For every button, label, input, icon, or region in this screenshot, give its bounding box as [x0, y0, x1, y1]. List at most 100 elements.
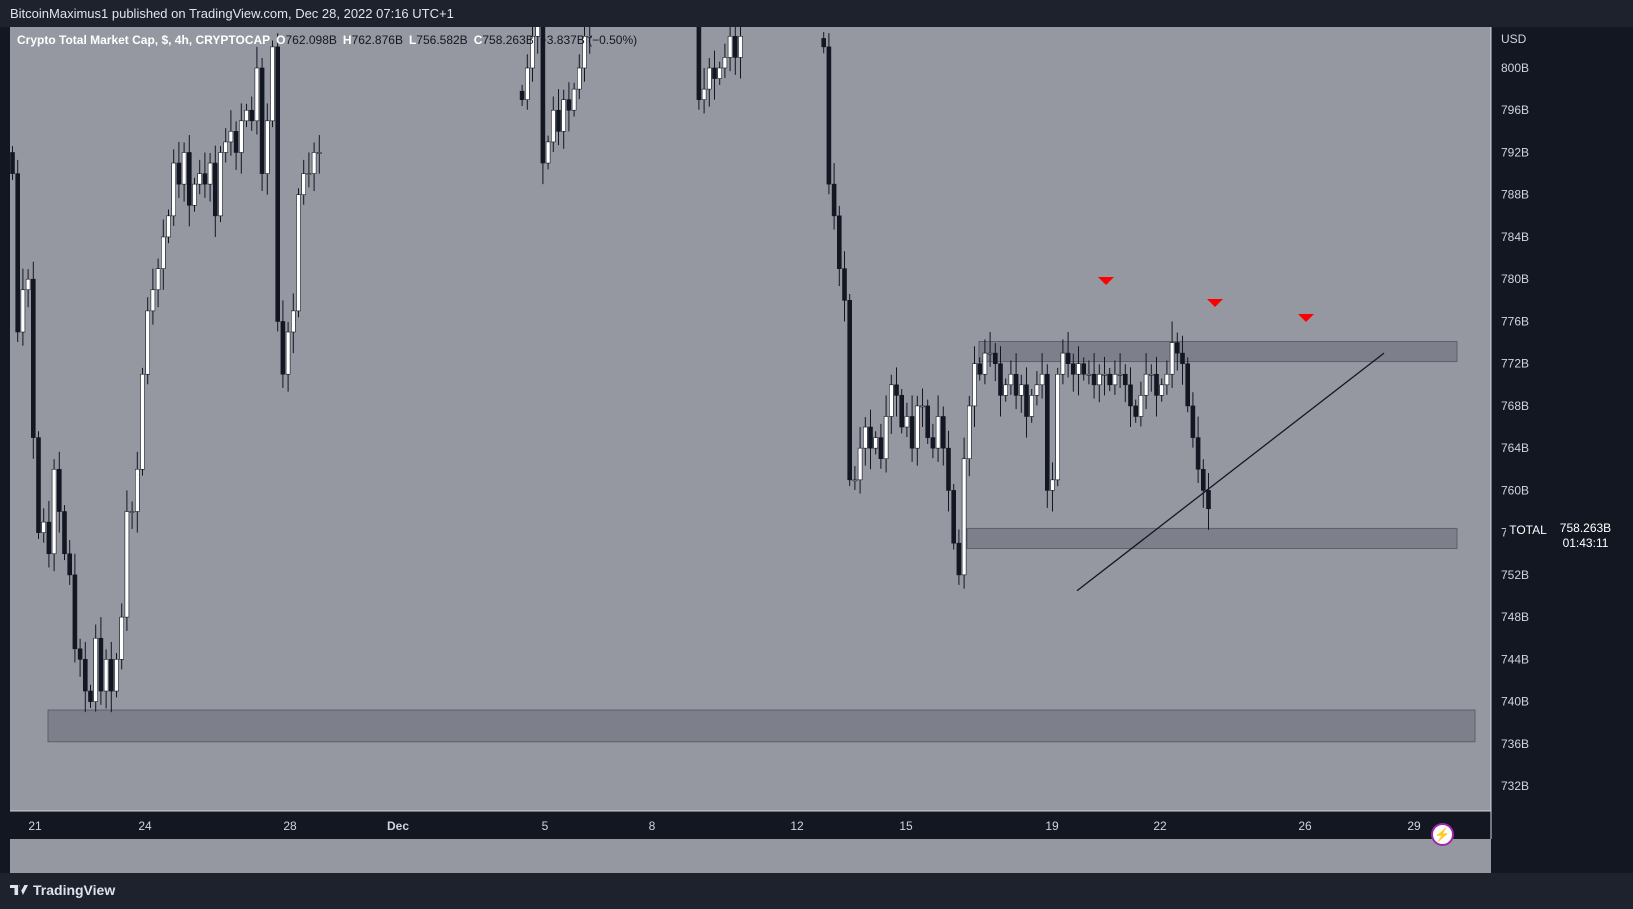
candle-up	[270, 46, 275, 122]
candle-up	[124, 511, 130, 618]
candle-down	[956, 542, 962, 576]
candle-up	[223, 141, 228, 153]
candle-down	[821, 38, 827, 48]
candle-up	[852, 479, 858, 482]
candle-down	[1107, 373, 1112, 386]
x-tick-label: 19	[1045, 819, 1059, 833]
candle-up	[25, 278, 31, 291]
symbol-tag: TOTAL	[1506, 522, 1550, 538]
x-tick-label: 5	[542, 819, 549, 833]
candle-up	[550, 109, 556, 143]
candle-down	[977, 363, 983, 375]
candle-up	[51, 468, 57, 555]
candle-down	[925, 405, 931, 438]
candle-down	[847, 300, 853, 481]
candle-up	[535, 27, 541, 37]
candle-down	[930, 437, 936, 449]
y-tick-label: 760B	[1501, 483, 1529, 497]
lower-support-zone	[47, 709, 1476, 743]
candle-up	[316, 152, 322, 154]
candle-up	[119, 616, 124, 660]
candle-down	[1045, 373, 1050, 491]
candle-down	[831, 183, 837, 217]
y-tick-label: 736B	[1501, 737, 1529, 751]
y-tick-label: 732B	[1501, 779, 1529, 793]
candle-up	[1086, 373, 1092, 376]
candle-up	[961, 458, 967, 576]
candle-down	[72, 574, 78, 650]
y-tick-label: 764B	[1501, 441, 1529, 455]
candle-up	[207, 162, 213, 185]
candle-up	[1018, 384, 1024, 396]
candle-up	[524, 67, 530, 100]
candle-up	[530, 36, 535, 69]
candle-down	[1013, 373, 1019, 396]
candle-down	[88, 690, 93, 702]
chart-legend: Crypto Total Market Cap, $, 4h, CRYPTOCA…	[17, 33, 637, 47]
candle-down	[836, 215, 842, 269]
x-tick-label: 21	[28, 819, 42, 833]
candle-up	[1164, 373, 1170, 386]
price-axis	[1491, 27, 1553, 873]
candle-down	[259, 67, 265, 174]
candle-down	[842, 268, 847, 301]
candle-down	[1195, 437, 1201, 470]
candle-down	[1123, 373, 1128, 386]
candle-down	[946, 447, 951, 491]
y-tick-label: 748B	[1501, 610, 1529, 624]
candle-up	[285, 331, 291, 375]
ascending-trendline	[1076, 352, 1385, 592]
candle-up	[904, 416, 910, 428]
candle-up	[20, 289, 26, 333]
candle-down	[566, 99, 572, 111]
candle-down	[692, 7, 696, 15]
candle-up	[1169, 342, 1175, 375]
time-axis	[10, 811, 1491, 839]
candle-up	[239, 120, 244, 153]
candle-down	[540, 27, 546, 164]
candle-down	[1091, 373, 1097, 386]
y-tick-label: 792B	[1501, 145, 1529, 159]
candle-up	[1003, 384, 1009, 396]
candle-down	[1206, 490, 1211, 510]
candle-down	[940, 416, 946, 449]
candle-up	[576, 67, 582, 90]
x-tick-label: 12	[790, 819, 804, 833]
candle-down	[1154, 373, 1159, 396]
candle-up	[254, 67, 260, 122]
legend-title: Crypto Total Market Cap, $, 4h, CRYPTOCA…	[17, 33, 271, 47]
candle-down	[1185, 363, 1190, 407]
candle-down	[98, 637, 104, 692]
candle-up	[197, 173, 202, 185]
candle-up	[1029, 395, 1034, 417]
candle-up	[1008, 373, 1014, 386]
support-zone	[966, 527, 1458, 549]
candle-up	[135, 468, 140, 512]
candle-up	[561, 99, 567, 132]
candle-down	[213, 162, 218, 217]
legend-low-label: L	[408, 33, 417, 47]
candle-down	[712, 67, 717, 79]
candle-down	[30, 278, 36, 438]
candle-up	[862, 426, 868, 449]
last-price-tag: 758.263B 01:43:11	[1553, 521, 1618, 553]
y-tick-label: 776B	[1501, 314, 1529, 328]
candle-up	[311, 152, 317, 174]
candle-down	[202, 173, 208, 185]
candle-up	[1060, 352, 1066, 375]
candle-up	[228, 131, 234, 143]
candle-up	[1117, 373, 1123, 376]
y-tick-label: 768B	[1501, 399, 1529, 413]
tradingview-logo[interactable]: TradingView	[10, 882, 115, 898]
candle-up	[1149, 373, 1154, 376]
currency-label: USD	[1501, 32, 1527, 46]
candle-up	[301, 173, 307, 196]
candle-down	[732, 36, 738, 58]
candle-up	[545, 141, 551, 164]
candle-down	[249, 109, 254, 122]
candle-down	[696, 27, 702, 100]
candle-down	[1065, 352, 1071, 364]
lightning-icon[interactable]: ⚡	[1431, 823, 1454, 846]
candlestick-chart[interactable]: 800B 796B 792B 788B 784B 780B 776B 772B 768B 764B…	[0, 0, 1633, 873]
candle-up	[883, 416, 889, 460]
